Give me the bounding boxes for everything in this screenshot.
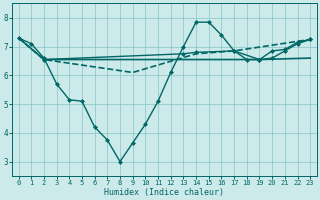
X-axis label: Humidex (Indice chaleur): Humidex (Indice chaleur) xyxy=(104,188,224,197)
